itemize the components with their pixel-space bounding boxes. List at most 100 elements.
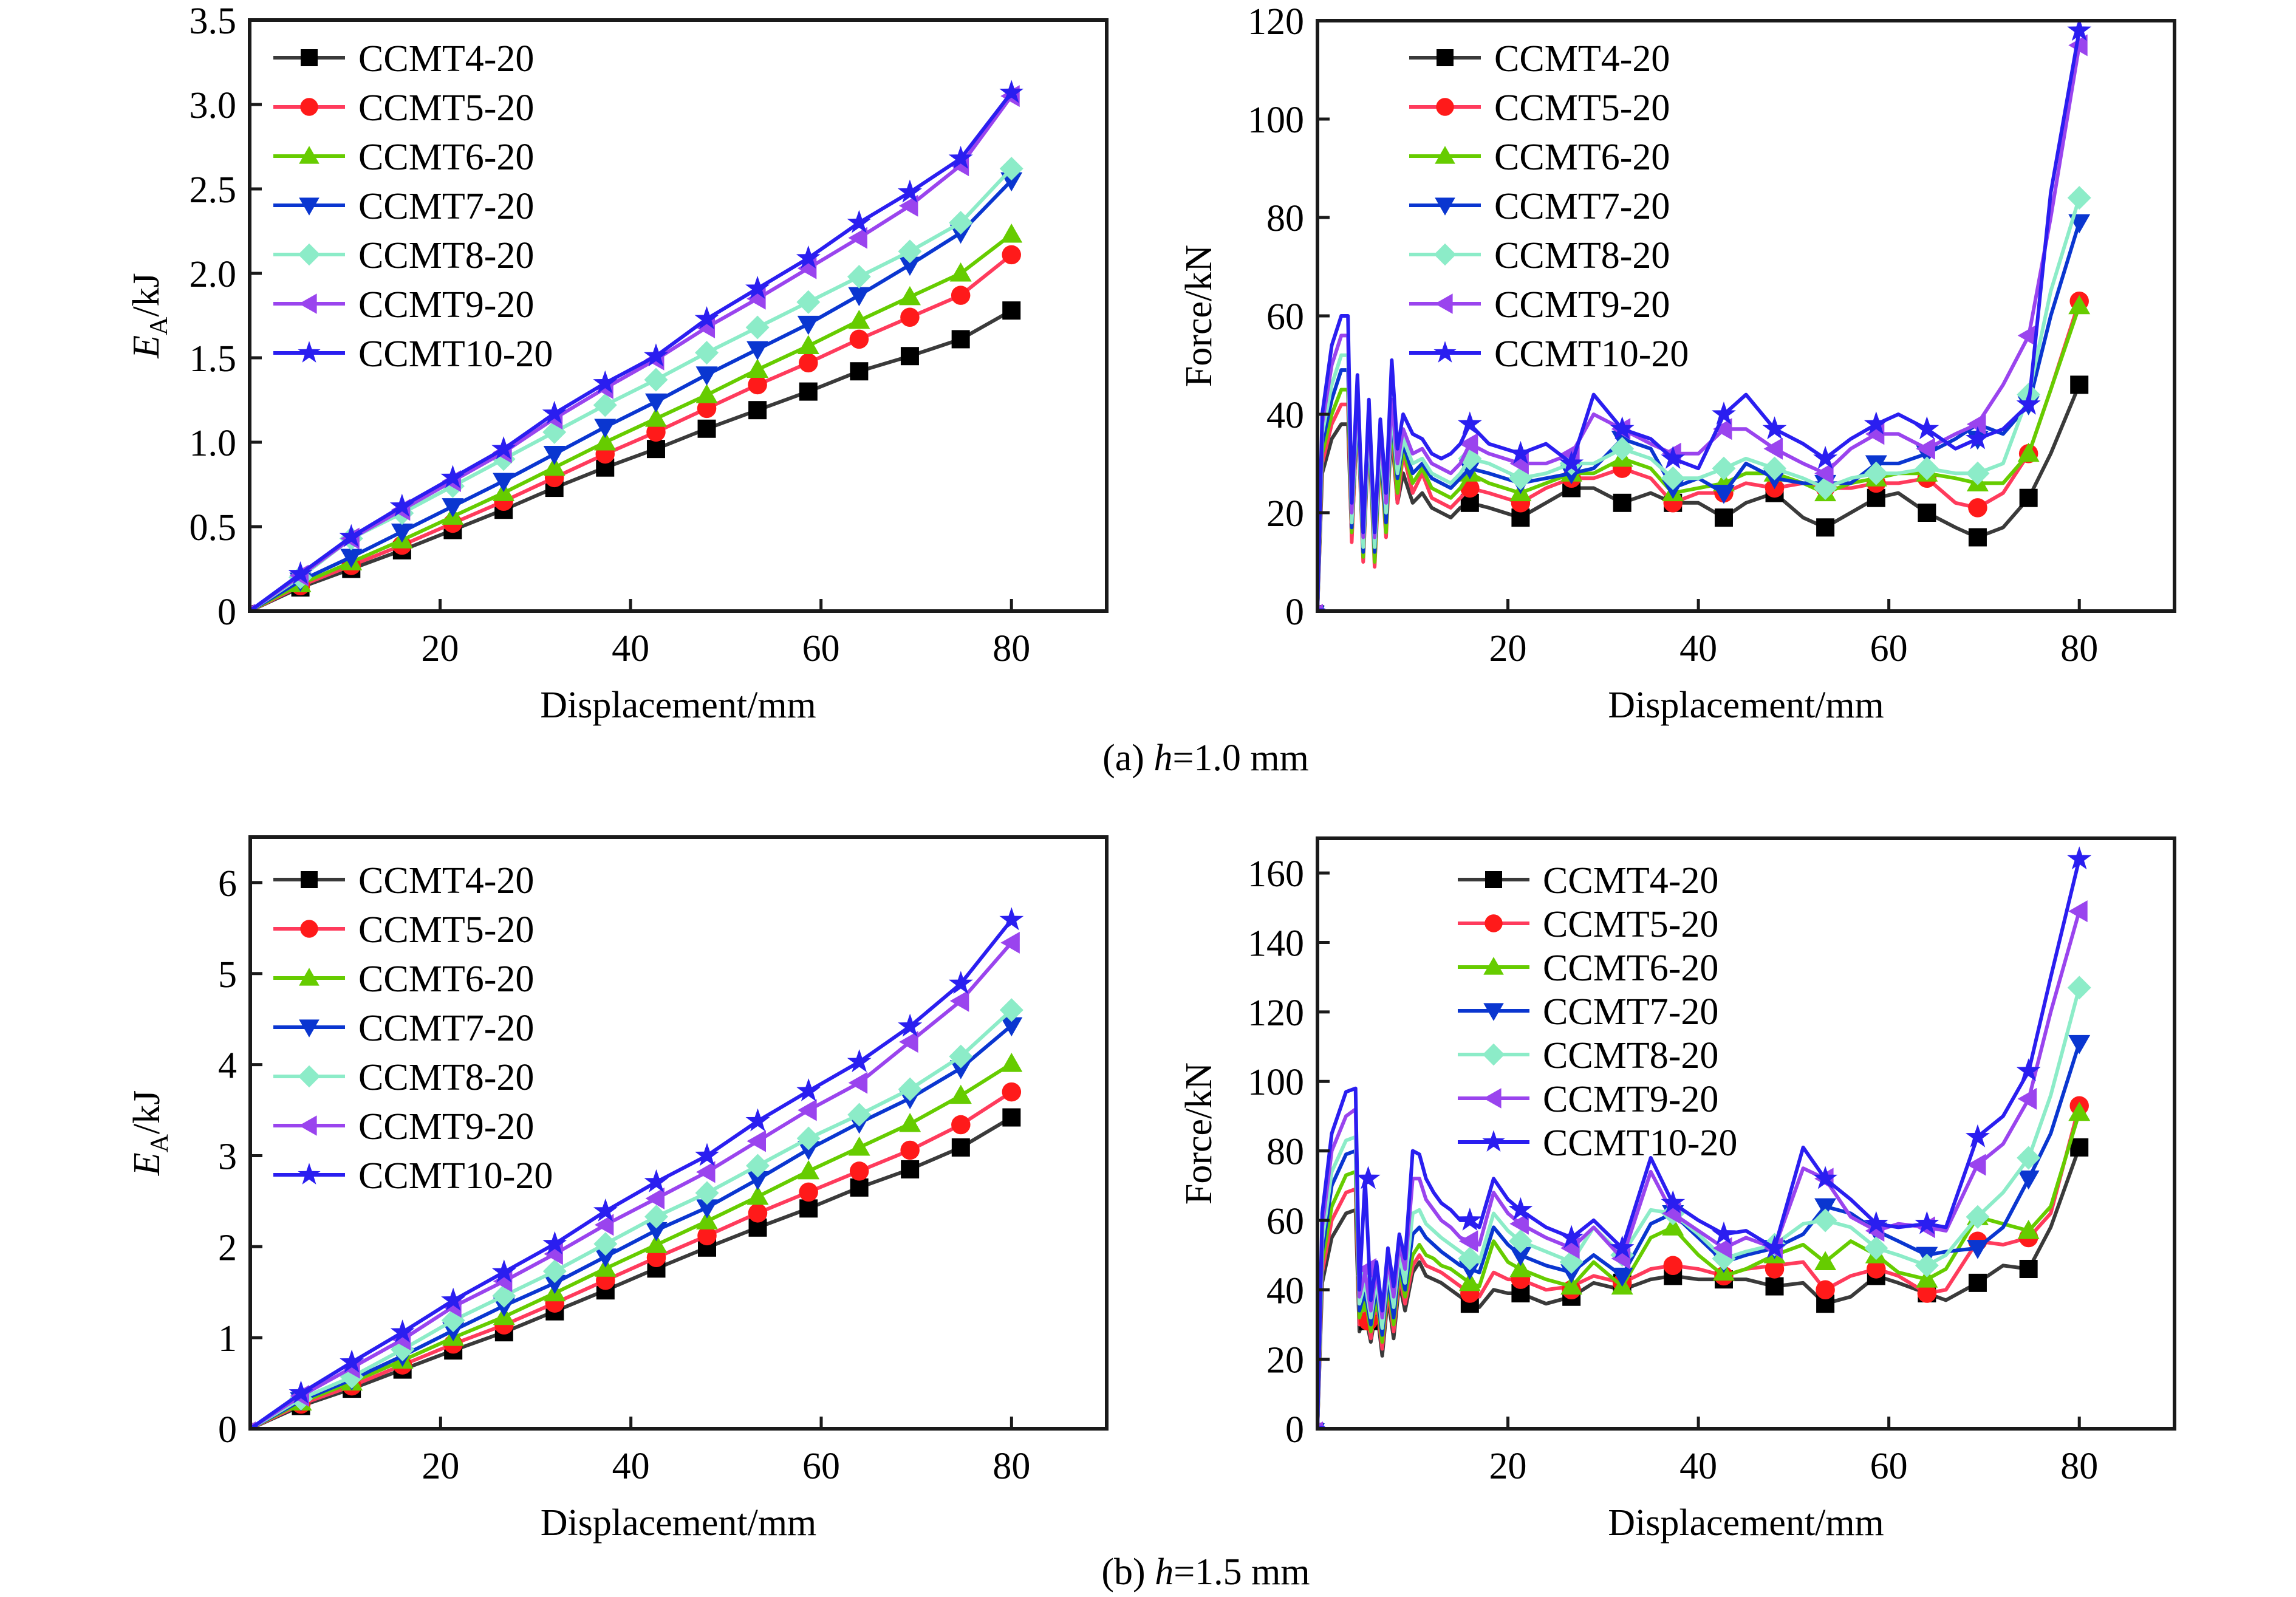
data-point [796,290,821,314]
legend-marker-triangle-down-icon [299,1019,319,1038]
data-point [900,347,919,366]
data-point [949,1044,973,1069]
legend-marker-square-icon [1437,49,1454,66]
data-point [747,341,769,361]
legend-item: CCMT6-20 [273,959,534,1000]
data-point [697,398,717,419]
plot-frame [248,18,1109,613]
x-axis-title: Displacement/mm [1608,685,1884,726]
data-point [1763,437,1783,460]
data-point [999,157,1023,181]
y-tick-label: 2 [218,1227,237,1268]
legend-item: CCMT8-20 [273,1057,534,1098]
data-point [848,227,867,249]
data-point [645,1222,668,1242]
data-point [696,1161,716,1183]
y-tick-label: 0 [1285,1409,1304,1451]
series-line [250,1062,1013,1429]
series-line [250,253,1013,611]
legend-marker-triangle-down-icon [1435,197,1455,216]
data-point [1968,528,1987,547]
data-point [1610,437,1635,461]
data-point [951,1138,970,1157]
legend-item: CCMT5-20 [1458,904,1718,945]
data-point [695,366,718,386]
data-point [1610,1235,1635,1259]
legend-marker-circle-icon [300,920,318,938]
data-point [1002,301,1021,320]
data-point [1915,416,1939,440]
data-point [1917,1284,1937,1303]
legend-item: CCMT6-20 [1409,137,1670,178]
data-point [593,393,617,417]
data-point [644,1205,668,1229]
data-point [697,419,716,438]
data-point [646,422,666,442]
data-point [899,1031,918,1053]
data-point [644,393,667,413]
data-point [288,561,313,584]
data-point [2019,1259,2038,1278]
data-point [999,907,1024,931]
legend-item: CCMT8-20 [273,235,534,276]
legend-marker-star-icon [1433,341,1457,363]
legend-marker-circle-icon [1436,98,1454,116]
data-point [542,400,567,424]
data-point [797,315,819,335]
legend: CCMT4-20CCMT5-20CCMT6-20CCMT7-20CCMT8-20… [1458,860,1737,1164]
data-point [1559,451,1584,474]
data-point [2019,488,2038,507]
data-point [898,239,922,264]
series-ccmt7-20 [1317,214,2091,611]
data-point [745,315,770,340]
data-point [1000,224,1023,243]
y-tick-label: 0 [1285,592,1304,633]
data-point [848,1072,868,1094]
data-point [2067,21,2092,41]
legend-marker-diamond-icon [1433,243,1457,266]
data-point [1864,411,1888,435]
data-point [1509,1257,1532,1277]
data-point [796,1126,821,1151]
data-point [1966,461,1990,485]
legend-item: CCMT9-20 [273,284,534,326]
data-point [1711,1221,1736,1245]
y-tick-label: 40 [1266,1270,1304,1311]
legend-label: CCMT9-20 [358,1106,534,1147]
legend-marker-square-icon [301,49,318,66]
legend-label: CCMT5-20 [1494,87,1670,129]
data-point [2068,1101,2091,1121]
y-tick-label: 2.0 [190,254,237,295]
data-point [340,1349,364,1373]
data-point [1968,1273,1987,1292]
data-point [1864,1211,1888,1234]
data-point [850,1178,869,1197]
legend-label: CCMT10-20 [358,333,553,375]
y-tick-label: 5 [218,954,237,996]
legend-item: CCMT10-20 [273,1155,553,1197]
series-line [1317,300,2082,611]
legend-item: CCMT5-20 [1409,87,1670,129]
data-point [594,431,617,451]
data-point [594,1248,617,1268]
y-axis-title: EA/kJ [126,1090,174,1177]
data-point [1458,1246,1482,1271]
data-point [848,1136,870,1156]
data-point [949,1084,972,1104]
series-line [250,91,1013,611]
data-point [1915,1211,1939,1234]
data-point [594,419,617,438]
data-point [696,1210,718,1229]
series-line [250,95,1013,611]
legend-label: CCMT4-20 [1494,38,1670,80]
data-point [796,1078,821,1102]
data-point [1813,1166,1838,1189]
data-point [1000,1053,1023,1072]
plot-frame [1316,836,2176,1431]
data-point [1918,504,1936,522]
series-ccmt10-20 [1317,846,2092,1429]
series-ccmt4-20 [1317,375,2089,611]
data-point [1965,426,1990,450]
data-point [847,1049,872,1073]
data-point [492,1284,516,1308]
